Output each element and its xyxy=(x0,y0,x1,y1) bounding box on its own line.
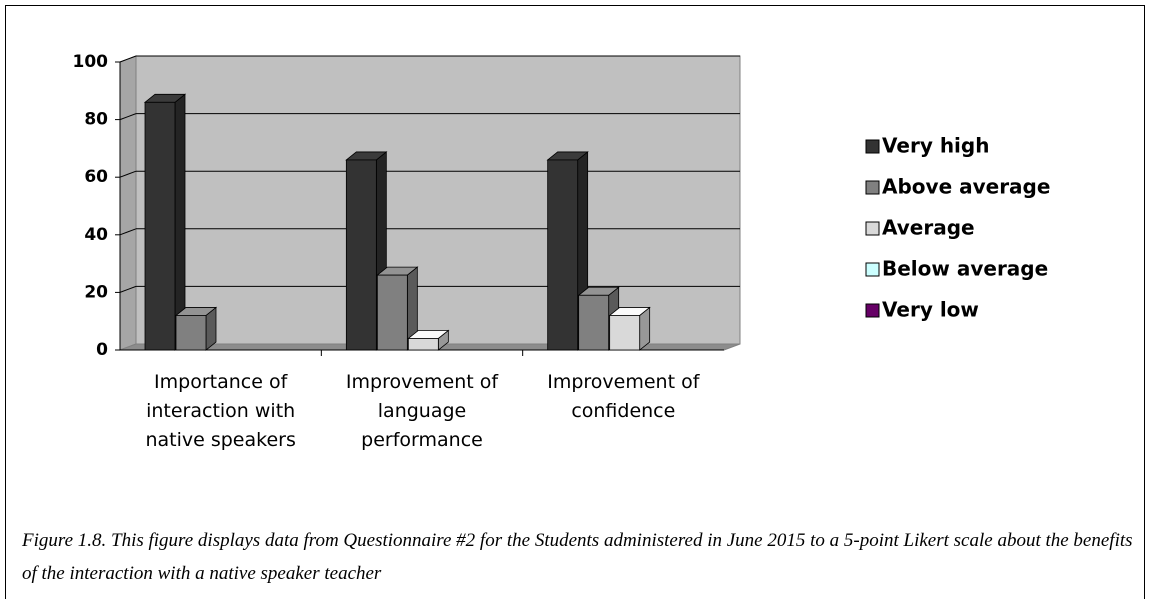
bar xyxy=(376,274,408,351)
x-tick-label: Importance of interaction with native sp… xyxy=(145,371,296,451)
legend-swatch xyxy=(865,180,880,195)
y-tick-label: 60 xyxy=(84,167,108,187)
y-tick-label: 80 xyxy=(84,110,108,130)
bar xyxy=(345,159,377,351)
legend-label: Below average xyxy=(882,257,1048,281)
grid-line xyxy=(119,170,137,178)
legend-label: Average xyxy=(882,216,975,240)
bar xyxy=(175,315,207,351)
bar xyxy=(547,159,579,351)
legend-box xyxy=(809,107,1096,343)
figure-caption: Figure 1.8. This figure displays data fr… xyxy=(22,530,1133,584)
grid-line xyxy=(119,285,137,293)
bar xyxy=(578,294,610,351)
y-tick-label: 40 xyxy=(84,225,108,245)
side-wall xyxy=(119,55,137,351)
chart: 0 20 40 60 80 100 Very high Above average Averag… xyxy=(72,52,1096,360)
legend-label: Very high xyxy=(882,134,989,158)
grid-line xyxy=(119,113,137,121)
legend-swatch xyxy=(865,139,880,154)
grid-line xyxy=(119,228,137,236)
legend-swatch xyxy=(865,303,880,318)
legend-swatch xyxy=(865,221,880,236)
legend-swatch xyxy=(865,262,880,277)
legend-label: Above average xyxy=(882,175,1050,199)
y-tick-label: 0 xyxy=(96,340,108,360)
y-tick-label: 20 xyxy=(84,282,108,302)
bar xyxy=(609,315,641,351)
figure-frame xyxy=(5,5,1145,599)
bar xyxy=(407,338,439,351)
bar xyxy=(144,101,176,351)
y-tick-label: 100 xyxy=(73,52,109,72)
back-wall xyxy=(135,55,741,345)
legend-label: Very low xyxy=(882,298,979,322)
x-tick-label: Improvement of confidence xyxy=(547,371,700,422)
x-tick-label: Improvement of language performance xyxy=(345,371,499,451)
grid-line xyxy=(119,55,137,63)
